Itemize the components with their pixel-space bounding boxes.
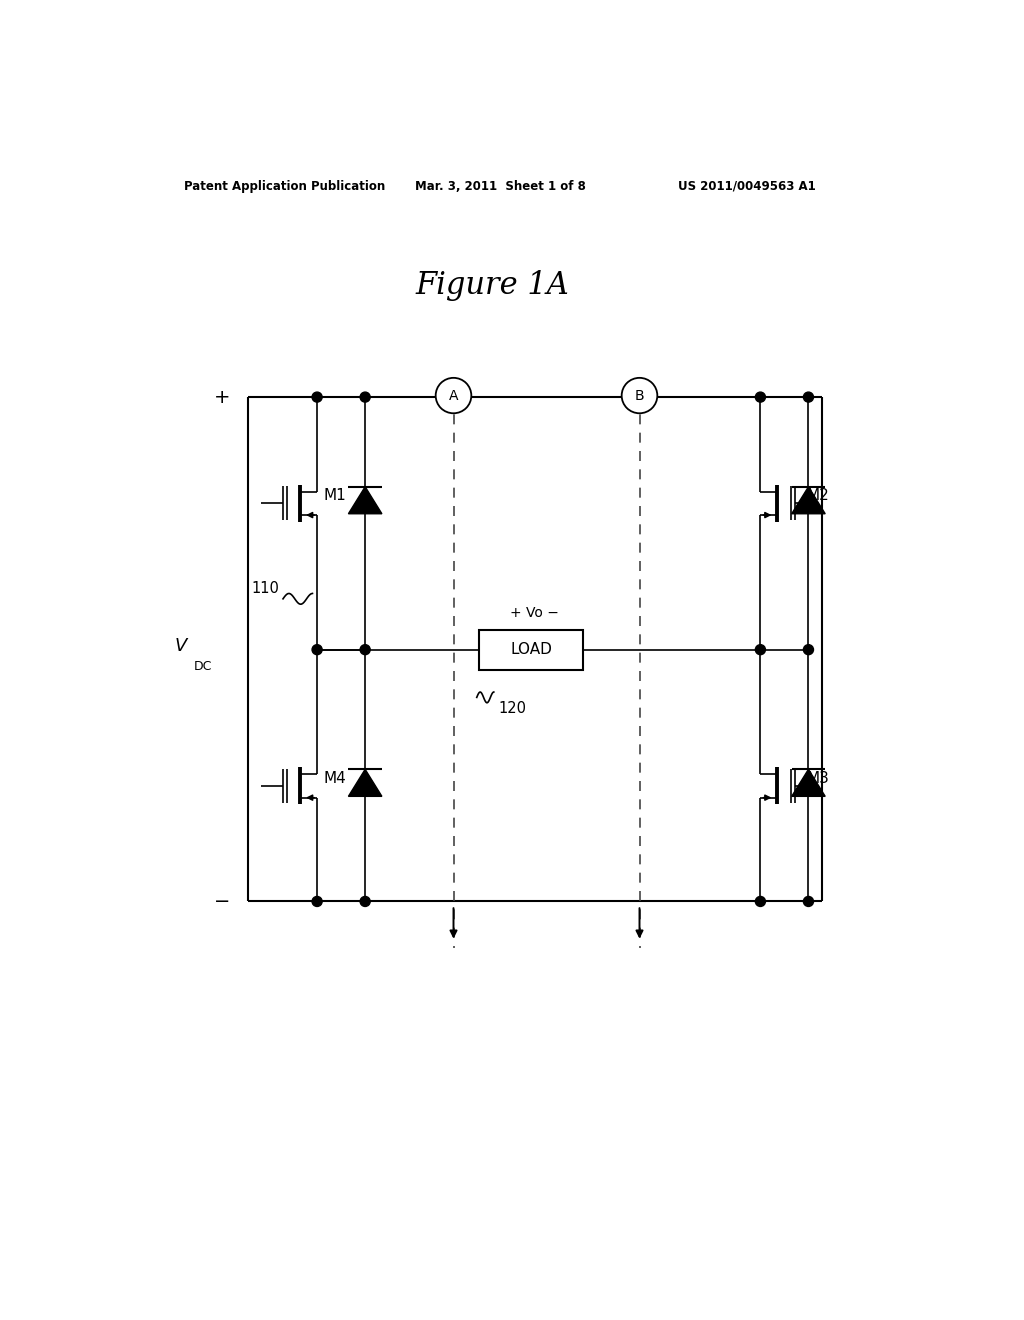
- Text: V: V: [174, 636, 186, 655]
- Text: M2: M2: [806, 488, 828, 503]
- Text: 110: 110: [251, 581, 280, 595]
- Text: A: A: [449, 388, 459, 403]
- Polygon shape: [348, 770, 382, 796]
- Circle shape: [435, 378, 471, 413]
- Text: M4: M4: [324, 771, 346, 785]
- Circle shape: [360, 644, 371, 655]
- Circle shape: [312, 896, 323, 907]
- Polygon shape: [348, 487, 382, 513]
- Circle shape: [312, 644, 323, 655]
- Text: +: +: [214, 388, 230, 407]
- Circle shape: [804, 392, 813, 403]
- FancyBboxPatch shape: [478, 630, 584, 669]
- Text: M3: M3: [806, 771, 829, 785]
- Circle shape: [804, 644, 813, 655]
- Text: Mar. 3, 2011  Sheet 1 of 8: Mar. 3, 2011 Sheet 1 of 8: [415, 180, 586, 193]
- Text: US 2011/0049563 A1: US 2011/0049563 A1: [678, 180, 816, 193]
- Text: DC: DC: [194, 660, 212, 673]
- Text: 120: 120: [499, 701, 526, 717]
- Circle shape: [360, 392, 371, 403]
- Text: B: B: [635, 388, 644, 403]
- Circle shape: [312, 392, 323, 403]
- Circle shape: [756, 896, 765, 907]
- Text: + Vo −: + Vo −: [510, 606, 559, 619]
- Polygon shape: [792, 770, 825, 796]
- Circle shape: [360, 896, 371, 907]
- Text: −: −: [214, 892, 230, 911]
- Text: M1: M1: [324, 488, 346, 503]
- Polygon shape: [792, 487, 825, 513]
- Text: Patent Application Publication: Patent Application Publication: [183, 180, 385, 193]
- Text: Figure 1A: Figure 1A: [416, 271, 569, 301]
- Circle shape: [756, 392, 765, 403]
- Circle shape: [804, 896, 813, 907]
- Circle shape: [756, 644, 765, 655]
- Text: LOAD: LOAD: [510, 642, 552, 657]
- Circle shape: [622, 378, 657, 413]
